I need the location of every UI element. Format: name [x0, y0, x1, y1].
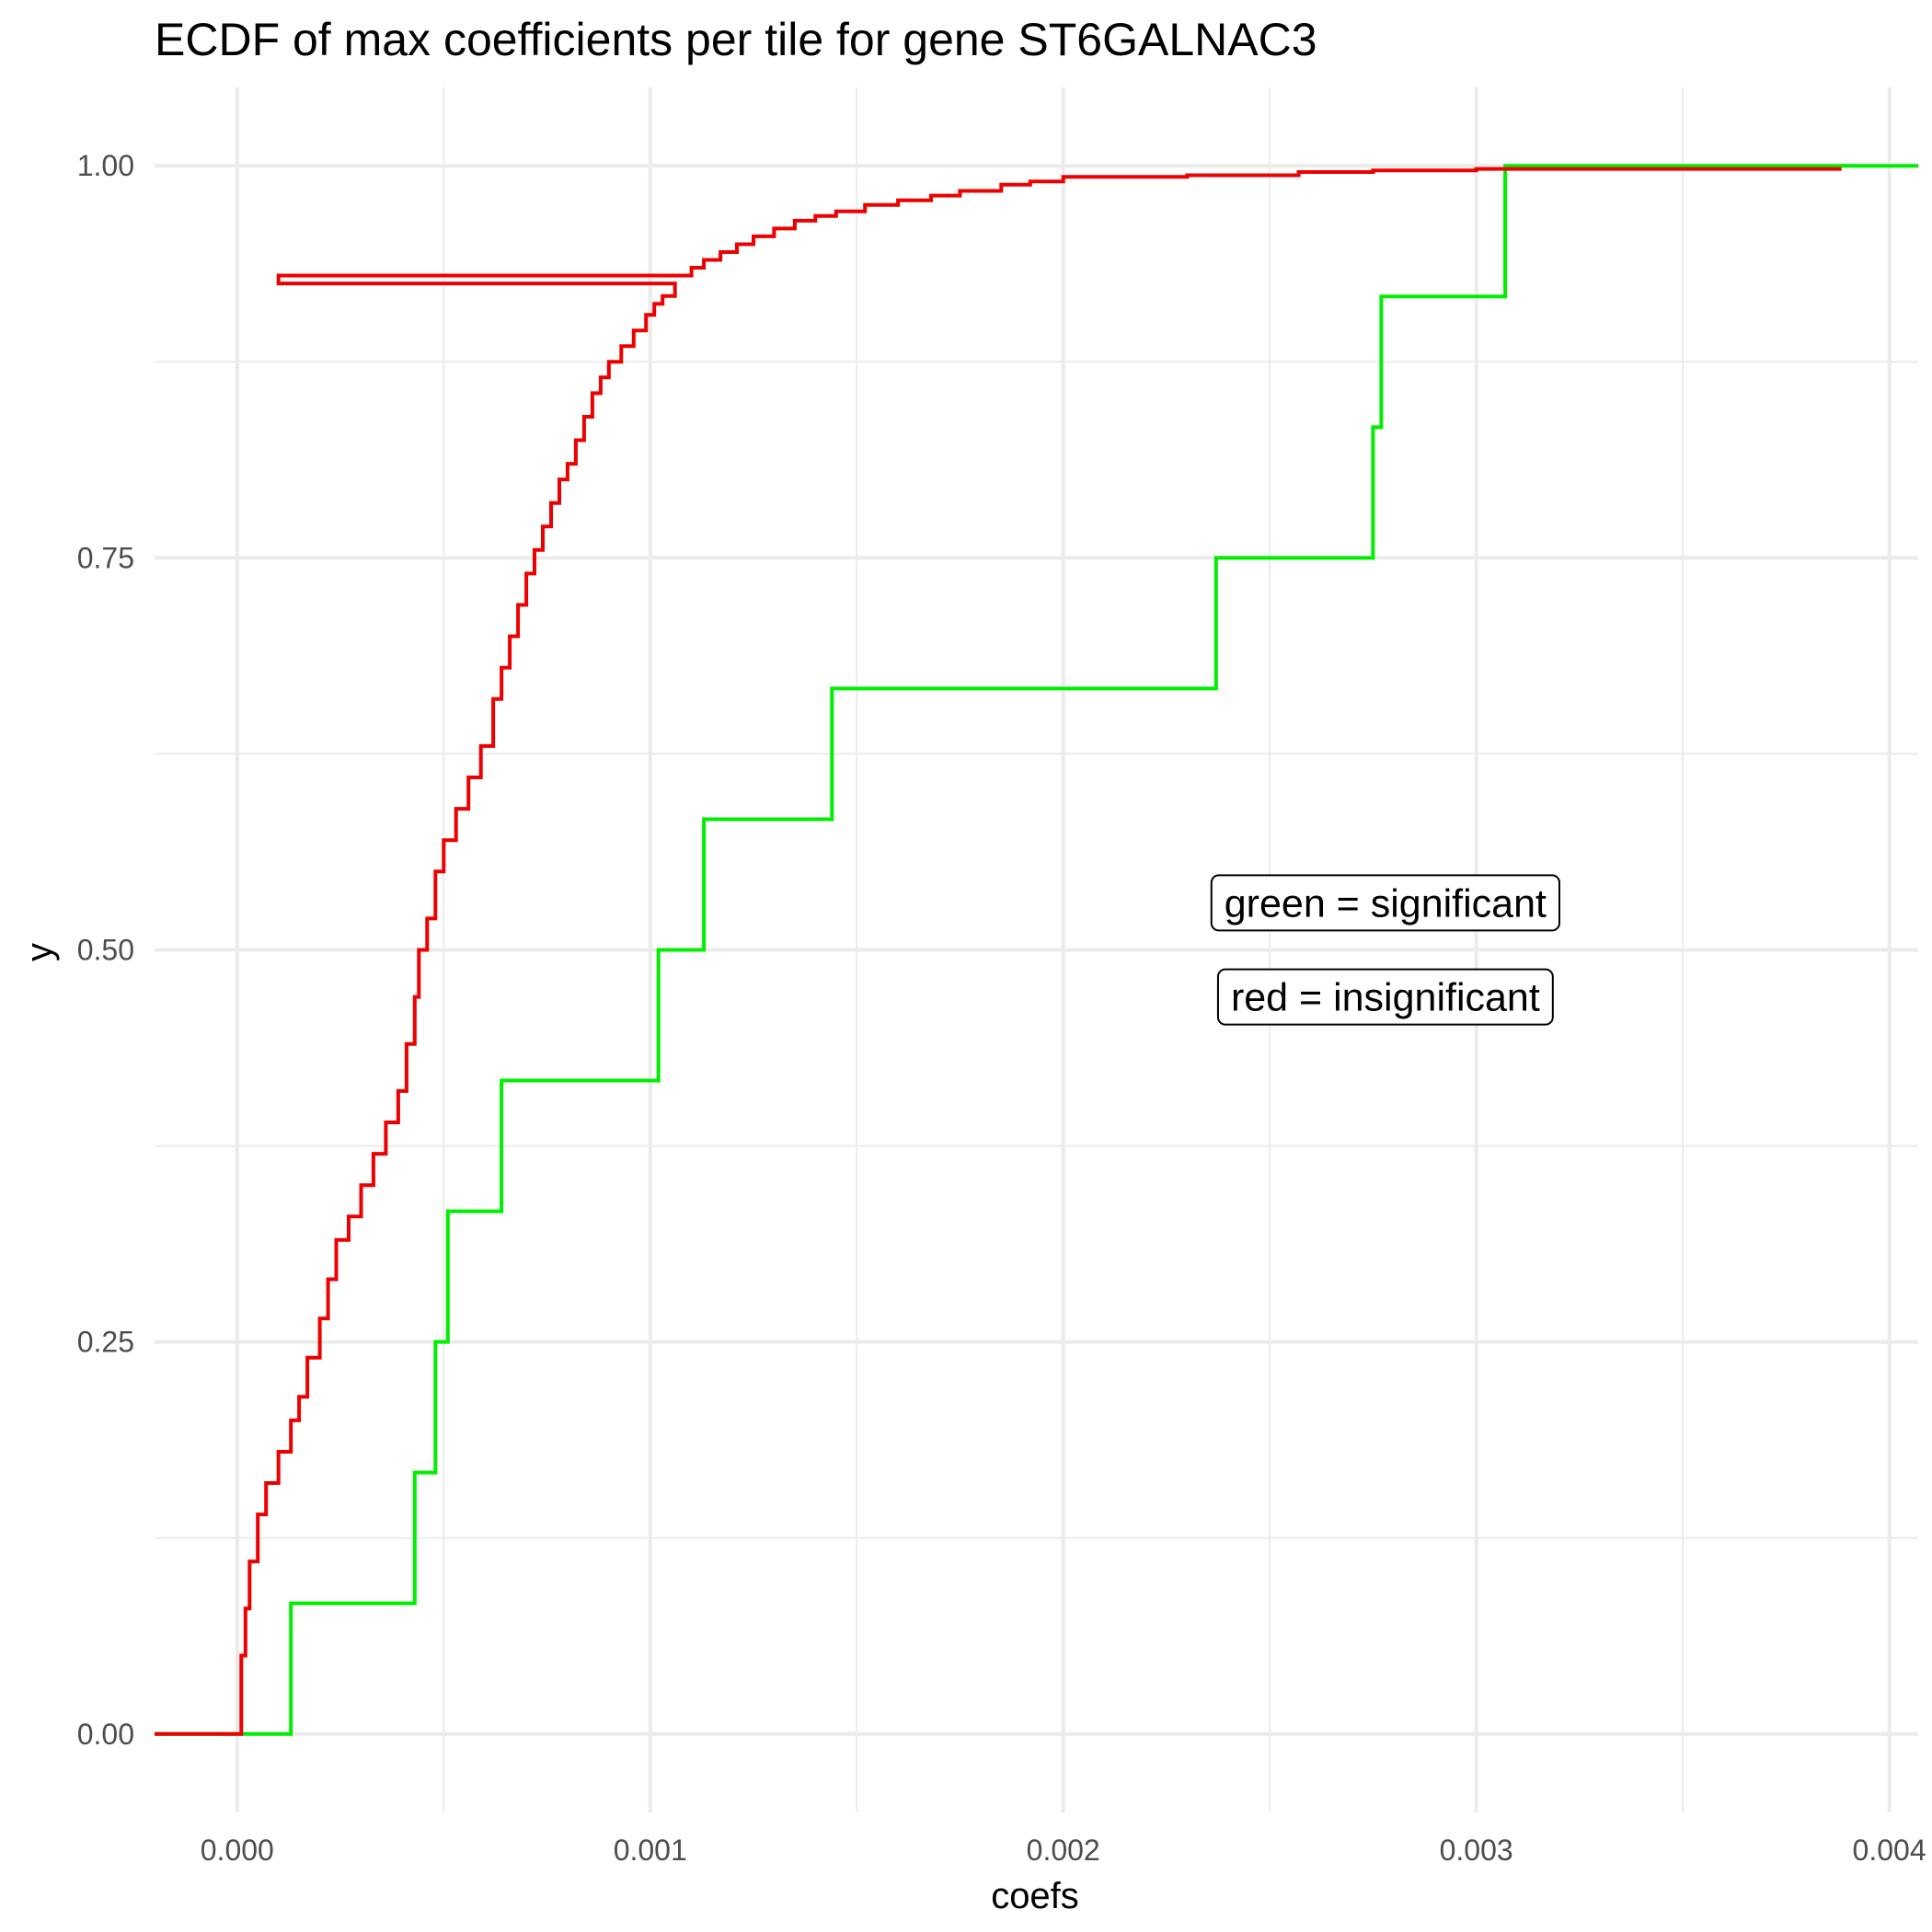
y-tick-labels: 0.00 0.25 0.50 0.75 1.00 [77, 149, 134, 1751]
annotation-text: red = insignificant [1231, 976, 1540, 1020]
x-tick-label: 0.002 [1027, 1834, 1100, 1867]
annotation-text: green = significant [1225, 881, 1547, 926]
y-tick-label: 0.75 [77, 541, 134, 574]
x-tick-labels: 0.000 0.001 0.002 0.003 0.004 [201, 1834, 1926, 1867]
y-tick-label: 0.00 [77, 1718, 134, 1751]
ecdf-series-1 [155, 167, 1842, 1736]
annotations: green = significant red = insignificant [1210, 874, 1561, 1026]
series-layer [155, 164, 1918, 1736]
x-tick-label: 0.000 [201, 1834, 274, 1867]
y-axis-title: y [19, 943, 60, 961]
annotation-label: red = insignificant [1216, 968, 1554, 1026]
y-tick-label: 1.00 [77, 149, 134, 182]
x-axis-title: coefs [991, 1876, 1079, 1916]
y-tick-label: 0.25 [77, 1326, 134, 1359]
x-tick-label: 0.001 [614, 1834, 687, 1867]
ecdf-series-0 [155, 164, 1918, 1736]
annotation-box [1210, 874, 1561, 932]
annotation-box [1216, 968, 1554, 1026]
y-tick-label: 0.50 [77, 934, 134, 967]
chart-title: ECDF of max coefficients per tile for ge… [155, 14, 1317, 65]
x-tick-label: 0.003 [1440, 1834, 1513, 1867]
major-gridlines [155, 87, 1918, 1812]
x-tick-label: 0.004 [1853, 1834, 1926, 1867]
annotation-label: green = significant [1210, 874, 1561, 932]
